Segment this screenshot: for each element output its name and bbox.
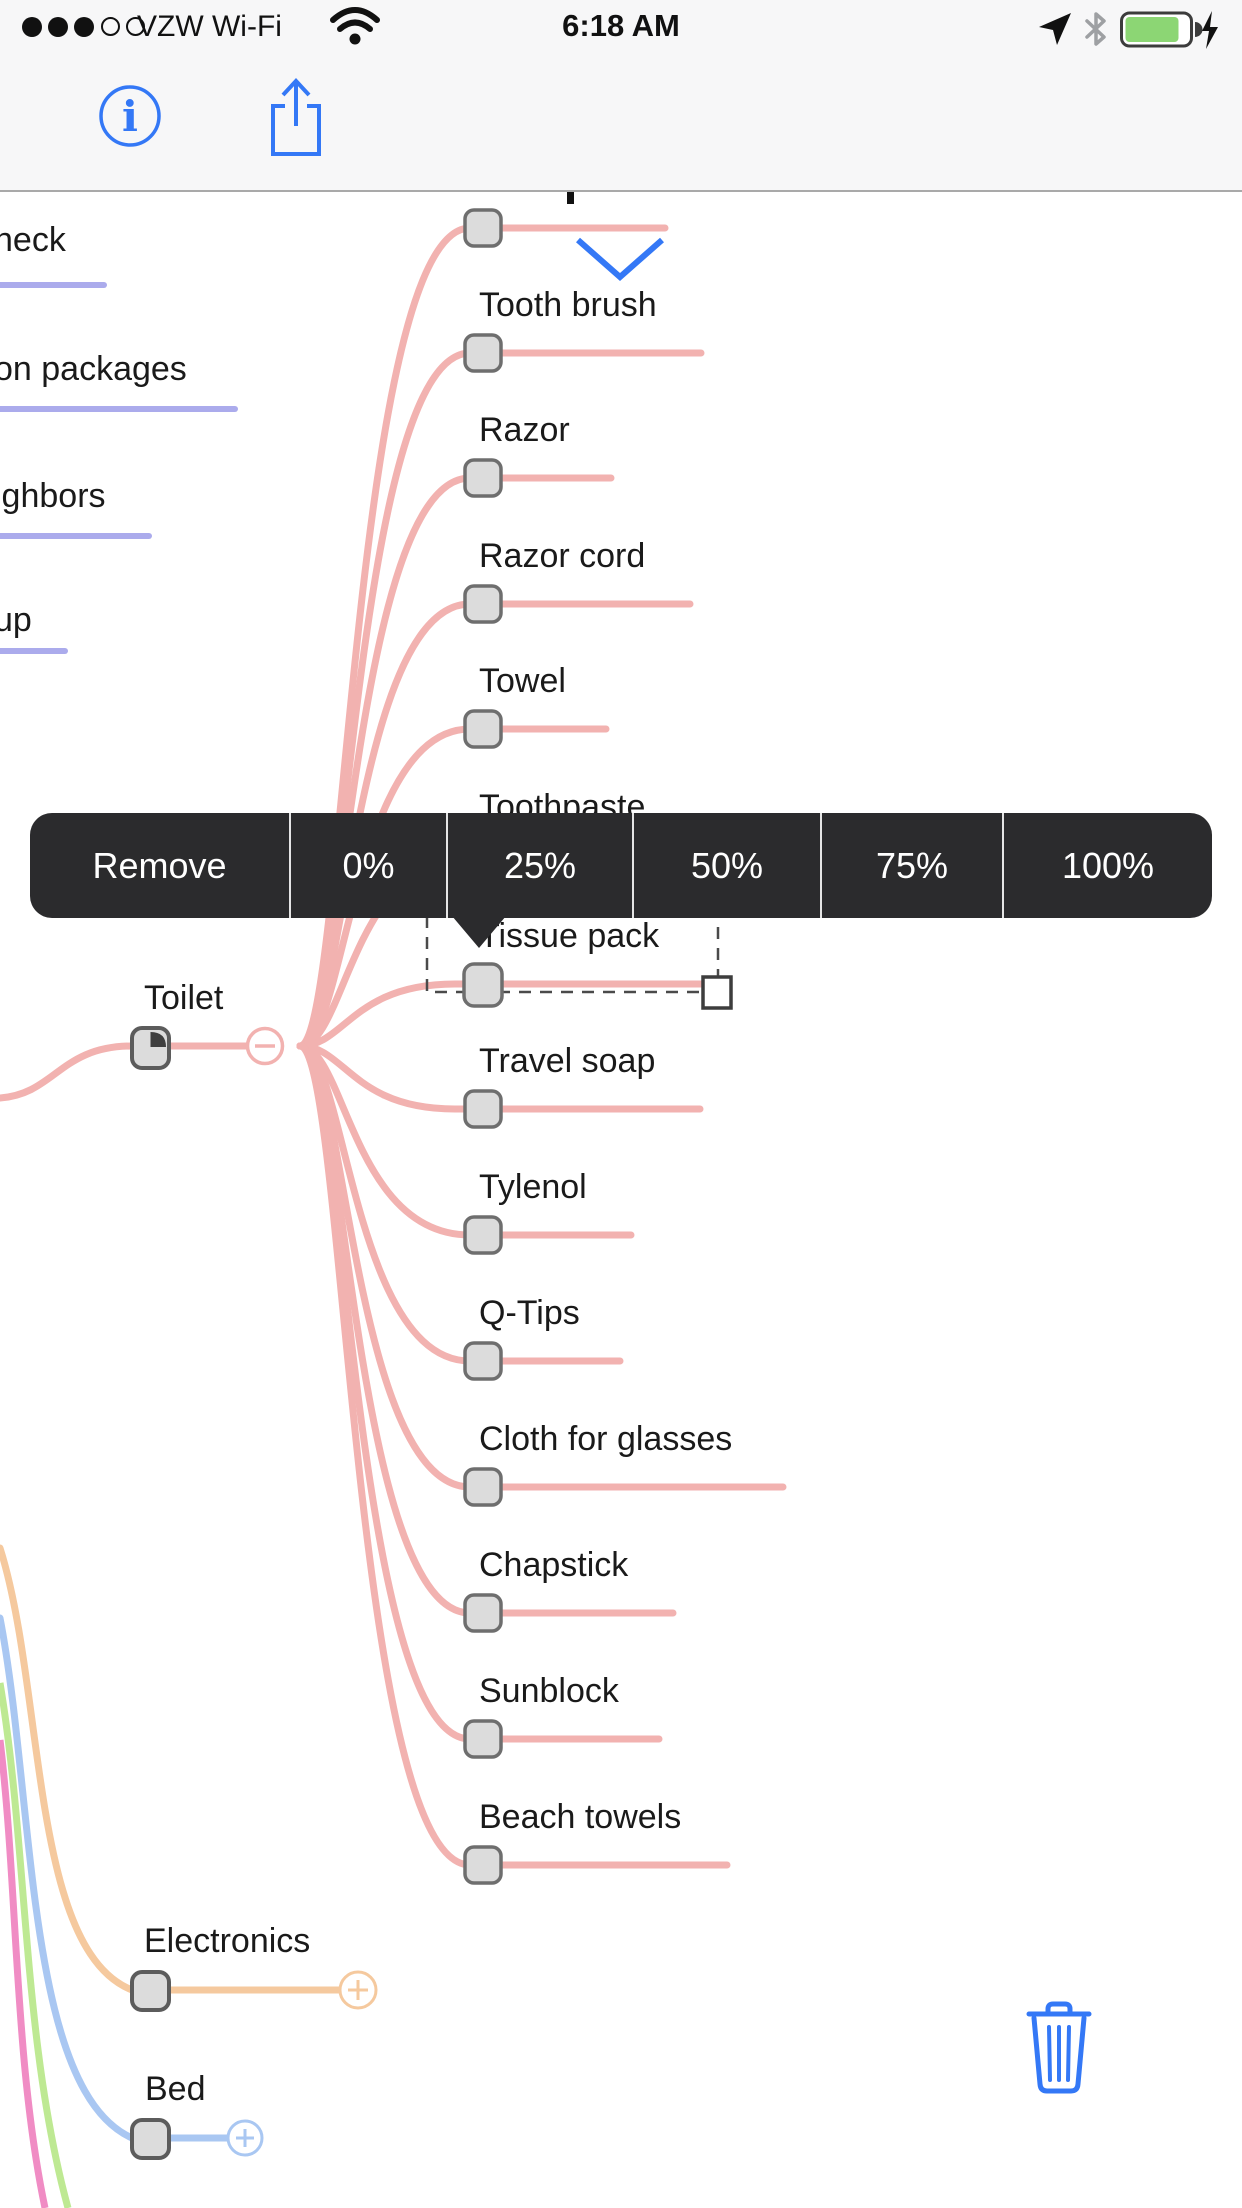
node-label-electronics: Electronics (144, 1922, 310, 1960)
charging-bolt-icon (1202, 11, 1218, 49)
node-label: Razor (479, 411, 570, 449)
node-label: on packages (0, 350, 187, 388)
menu-item-50-percent[interactable]: 50% (634, 813, 822, 918)
menu-item-25-percent[interactable]: 25% (448, 813, 634, 918)
status-and-toolbar: VZW Wi-Fi 6:18 AM (0, 0, 1242, 192)
location-arrow-icon (1039, 13, 1071, 45)
branch-line (0, 648, 68, 654)
checkbox-icon[interactable] (463, 208, 503, 248)
checkbox-icon[interactable] (462, 962, 504, 1008)
node-label: neck (0, 221, 67, 259)
node-label: Beach towels (479, 1798, 681, 1836)
selection-handle-icon[interactable] (701, 975, 733, 1010)
node-label: Towel (479, 662, 566, 700)
branch-line (0, 282, 107, 288)
wifi-icon (330, 7, 380, 45)
node-label: Sunblock (479, 1672, 620, 1710)
bed-checkbox[interactable] (130, 2118, 171, 2160)
branch-line-magenta (0, 1739, 49, 2208)
share-icon (271, 78, 321, 156)
clipped-text-fragment (567, 192, 574, 204)
menu-item-75-percent[interactable]: 75% (822, 813, 1004, 918)
selection-rect (425, 901, 720, 994)
carrier-label: VZW Wi-Fi (137, 10, 282, 43)
context-menu: Remove 0% 25% 50% 75% 100% (30, 813, 1212, 918)
electronics-expand-button[interactable] (338, 1970, 378, 2010)
toilet-branch-curves (0, 224, 787, 1869)
checkbox-icon[interactable] (463, 1089, 503, 1129)
status-time: 6:18 AM (562, 8, 680, 43)
electronics-branch-line (0, 1544, 344, 1994)
checkbox-icon[interactable] (463, 458, 503, 498)
progress-wedge-icon (150, 1032, 166, 1047)
info-icon: i (122, 92, 138, 141)
share-button[interactable] (266, 76, 326, 158)
checkbox-icon[interactable] (463, 333, 503, 373)
checkbox-icon[interactable] (463, 1467, 503, 1507)
collapse-button[interactable] (245, 1026, 285, 1066)
delete-button[interactable] (1026, 2000, 1092, 2096)
bluetooth-icon (1085, 12, 1106, 46)
battery-icon (1120, 11, 1218, 49)
info-button[interactable]: i (96, 82, 164, 150)
branch-line (0, 406, 238, 412)
checkbox-icon[interactable] (463, 1215, 503, 1255)
left-branch-fragments: neck on packages ighbors up (0, 221, 238, 654)
toilet-checkbox[interactable] (130, 1026, 171, 1070)
node-label: Chapstick (479, 1546, 629, 1584)
node-checkboxes (462, 208, 504, 1885)
plus-expand-icon (236, 2129, 254, 2147)
node-label: ighbors (0, 477, 106, 515)
branch-line-green (0, 1682, 72, 2208)
chevron-down-icon (576, 237, 664, 281)
checkbox-icon[interactable] (463, 1719, 503, 1759)
menu-item-100-percent[interactable]: 100% (1061, 844, 1155, 886)
signal-dot-icon (22, 17, 42, 37)
signal-dot-icon (74, 17, 94, 37)
node-label: Tooth brush (479, 286, 657, 324)
node-label-toilet: Toilet (144, 979, 224, 1017)
bed-branch-line (0, 1614, 231, 2142)
menu-item-remove[interactable]: Remove (30, 813, 291, 918)
node-label: Q-Tips (479, 1294, 580, 1332)
checkbox-icon[interactable] (463, 1341, 503, 1381)
node-label: Razor cord (479, 537, 645, 575)
checkbox-icon[interactable] (463, 1845, 503, 1885)
checkbox-icon[interactable] (463, 1593, 503, 1633)
signal-dot-icon (101, 17, 120, 36)
node-label: Travel soap (479, 1042, 655, 1080)
electronics-checkbox[interactable] (130, 1970, 171, 2012)
bed-expand-button[interactable] (226, 2119, 264, 2157)
trash-icon (1026, 2001, 1092, 2094)
context-menu-arrow (452, 916, 506, 948)
node-label-bed: Bed (145, 2070, 206, 2108)
signal-dot-icon (48, 17, 68, 37)
node-label: Tissue pack (479, 917, 660, 955)
branch-line (0, 533, 152, 539)
signal-dot-icon (126, 17, 145, 36)
checkbox-icon[interactable] (463, 584, 503, 624)
node-label: up (0, 601, 32, 639)
node-label: Tylenol (479, 1168, 587, 1206)
plus-expand-icon (348, 1980, 368, 2000)
checkbox-icon[interactable] (463, 709, 503, 749)
node-label: Cloth for glasses (479, 1420, 732, 1458)
menu-item-0-percent[interactable]: 0% (291, 813, 448, 918)
